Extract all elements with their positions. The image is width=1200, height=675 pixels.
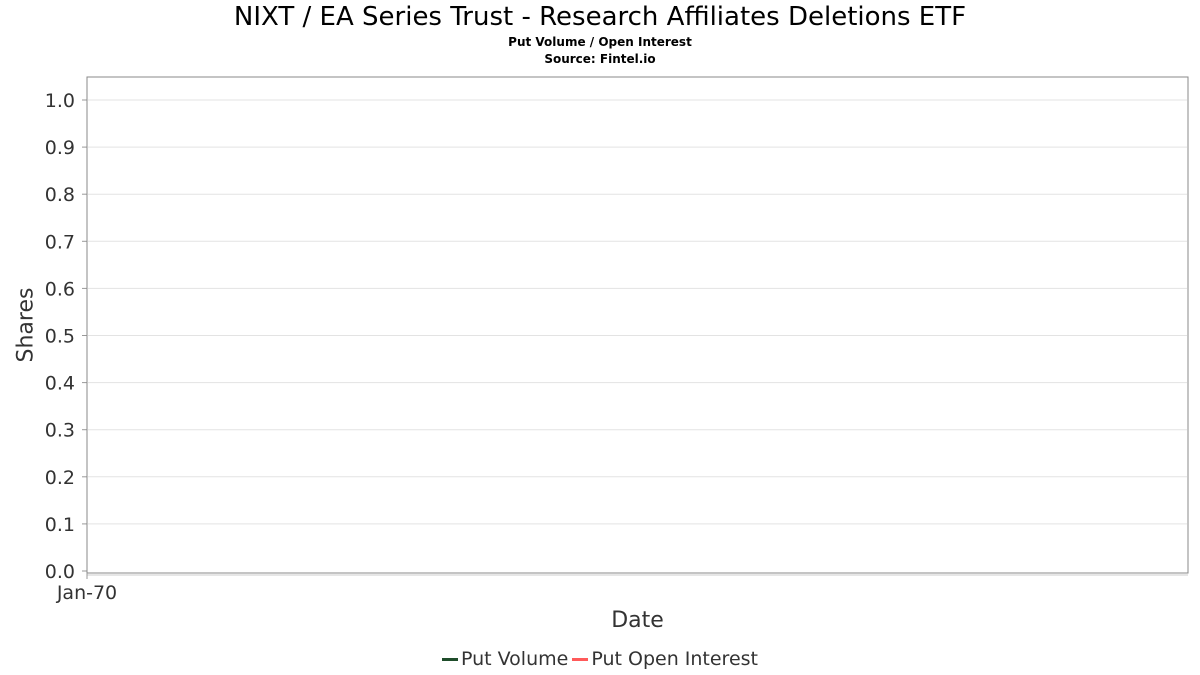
y-tick-label: 1.0 — [45, 90, 75, 112]
y-tick-label: 0.1 — [45, 514, 75, 536]
legend-swatch-put-open-interest — [572, 657, 589, 661]
y-tick-label: 0.6 — [45, 278, 75, 300]
y-tick-label: 0.5 — [45, 326, 75, 348]
chart-subtitle: Put Volume / Open Interest — [508, 35, 692, 49]
chart-title: NIXT / EA Series Trust - Research Affili… — [233, 2, 967, 32]
legend-item-put-volume[interactable]: Put Volume — [442, 648, 568, 670]
y-tick-label: 0.4 — [45, 373, 75, 395]
legend: Put Volume Put Open Interest — [0, 648, 1200, 670]
chart-source: Source: Fintel.io — [544, 52, 656, 66]
plot-area-frame — [86, 76, 1189, 574]
legend-label-put-open-interest: Put Open Interest — [591, 648, 758, 670]
y-axis-label: Shares — [13, 287, 39, 363]
y-tick-label: 0.0 — [45, 561, 75, 583]
x-tick-label: Jan-70 — [56, 582, 117, 604]
legend-swatch-put-volume — [442, 657, 458, 661]
x-axis-label: Date — [611, 608, 664, 633]
y-tick-label: 0.8 — [45, 184, 75, 206]
y-tick-label: 0.9 — [45, 137, 75, 159]
y-tick-label: 0.7 — [45, 231, 75, 253]
legend-label-put-volume: Put Volume — [461, 648, 569, 670]
y-tick-label: 0.2 — [45, 467, 75, 489]
legend-item-put-open-interest[interactable]: Put Open Interest — [572, 648, 758, 670]
y-tick-label: 0.3 — [45, 420, 75, 442]
